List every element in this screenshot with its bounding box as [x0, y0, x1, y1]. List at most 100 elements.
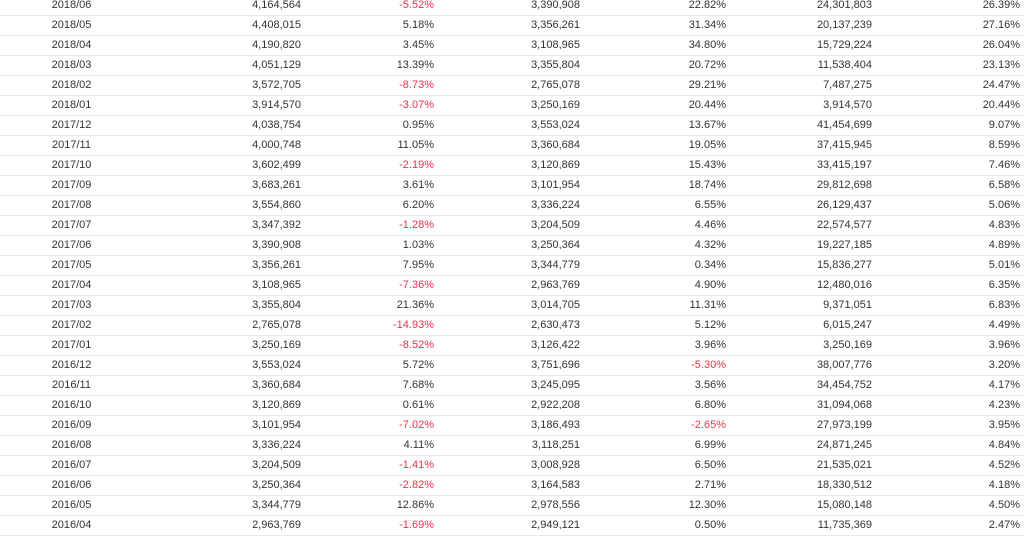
yoy-change-cell: 2.71% — [694, 479, 726, 491]
value-cell: 3,554,860 — [252, 199, 301, 211]
yoy-change-cell: 4.90% — [694, 279, 726, 291]
prev-value-cell: 3,120,869 — [531, 159, 580, 171]
table-row: 2018/04 4,190,820 3.45% 3,108,965 34.80% 15,7… — [0, 36, 1024, 56]
cumulative-change-cell: 4.84% — [988, 439, 1020, 451]
table-row: 2016/06 3,250,364 -2.82% 3,164,583 2.71% 18,3… — [0, 476, 1024, 496]
cumulative-cell: 6,015,247 — [823, 319, 872, 331]
table-row: 2016/09 3,101,954 -7.02% 3,186,493 -2.65% 27,… — [0, 416, 1024, 436]
yoy-change-cell: 15.43% — [688, 159, 726, 171]
value-cell: 3,360,684 — [252, 379, 301, 391]
cumulative-change-cell: 26.39% — [982, 0, 1020, 11]
yoy-change-cell: 3.96% — [694, 339, 726, 351]
yoy-change-cell: 20.72% — [688, 59, 726, 71]
cumulative-change-cell: 4.23% — [988, 399, 1020, 411]
yoy-change-cell: 6.80% — [694, 399, 726, 411]
prev-value-cell: 2,978,556 — [531, 499, 580, 511]
value-cell: 3,120,869 — [252, 399, 301, 411]
value-cell: 3,344,779 — [252, 499, 301, 511]
value-cell: 3,553,024 — [252, 359, 301, 371]
month-cell: 2016/04 — [51, 519, 92, 531]
month-cell: 2018/05 — [51, 19, 92, 31]
cumulative-change-cell: 23.13% — [982, 59, 1020, 71]
cumulative-change-cell: 4.50% — [988, 499, 1020, 511]
table-row: 2016/12 3,553,024 5.72% 3,751,696 -5.30% 38,0… — [0, 356, 1024, 376]
prev-value-cell: 3,336,224 — [531, 199, 580, 211]
prev-value-cell: 2,630,473 — [531, 319, 580, 331]
cumulative-cell: 18,330,512 — [816, 479, 872, 491]
value-change-cell: 0.61% — [402, 399, 434, 411]
yoy-change-cell: 31.34% — [688, 19, 726, 31]
value-change-cell: -2.82% — [399, 479, 434, 491]
value-cell: 3,602,499 — [252, 159, 301, 171]
value-change-cell: -14.93% — [393, 319, 434, 331]
cumulative-cell: 31,094,068 — [816, 399, 872, 411]
month-cell: 2017/09 — [51, 179, 92, 191]
value-change-cell: 1.03% — [402, 239, 434, 251]
value-cell: 3,355,804 — [252, 299, 301, 311]
cumulative-cell: 7,487,275 — [823, 79, 872, 91]
value-change-cell: 5.72% — [402, 359, 434, 371]
cumulative-change-cell: 4.18% — [988, 479, 1020, 491]
table-row: 2017/12 4,038,754 0.95% 3,553,024 13.67% 41,4… — [0, 116, 1024, 136]
yoy-change-cell: 6.55% — [694, 199, 726, 211]
yoy-change-cell: -2.65% — [691, 419, 726, 431]
cumulative-cell: 33,415,197 — [816, 159, 872, 171]
prev-value-cell: 3,014,705 — [531, 299, 580, 311]
table-row: 2016/08 3,336,224 4.11% 3,118,251 6.99% 24,87… — [0, 436, 1024, 456]
value-cell: 3,101,954 — [252, 419, 301, 431]
cumulative-cell: 19,227,185 — [816, 239, 872, 251]
month-cell: 2017/01 — [51, 339, 92, 351]
value-change-cell: -8.73% — [399, 79, 434, 91]
table-row: 2016/11 3,360,684 7.68% 3,245,095 3.56% 34,45… — [0, 376, 1024, 396]
month-cell: 2018/01 — [51, 99, 92, 111]
cumulative-cell: 12,480,016 — [816, 279, 872, 291]
value-change-cell: -7.02% — [399, 419, 434, 431]
value-change-cell: 6.20% — [402, 199, 434, 211]
value-cell: 3,108,965 — [252, 279, 301, 291]
value-change-cell: -3.07% — [399, 99, 434, 111]
month-cell: 2016/10 — [51, 399, 92, 411]
yoy-change-cell: 4.32% — [694, 239, 726, 251]
month-cell: 2018/02 — [51, 79, 92, 91]
cumulative-cell: 20,137,239 — [816, 19, 872, 31]
cumulative-cell: 26,129,437 — [816, 199, 872, 211]
prev-value-cell: 3,250,364 — [531, 239, 580, 251]
table-row: 2017/01 3,250,169 -8.52% 3,126,422 3.96% 3,25… — [0, 336, 1024, 356]
cumulative-cell: 11,735,369 — [817, 519, 872, 531]
yoy-change-cell: 12.30% — [688, 499, 726, 511]
yoy-change-cell: 22.82% — [688, 0, 726, 11]
value-cell: 3,204,509 — [252, 459, 301, 471]
cumulative-change-cell: 3.96% — [988, 339, 1020, 351]
cumulative-cell: 15,729,224 — [816, 39, 872, 51]
prev-value-cell: 3,344,779 — [531, 259, 580, 271]
value-change-cell: 3.45% — [402, 39, 434, 51]
value-cell: 4,190,820 — [252, 39, 301, 51]
value-change-cell: -2.19% — [399, 159, 434, 171]
value-cell: 3,250,364 — [252, 479, 301, 491]
yoy-change-cell: 6.50% — [694, 459, 726, 471]
cumulative-cell: 24,871,245 — [816, 439, 872, 451]
yoy-change-cell: 18.74% — [688, 179, 726, 191]
cumulative-cell: 3,914,570 — [823, 99, 872, 111]
table-row: 2017/09 3,683,261 3.61% 3,101,954 18.74% 29,8… — [0, 176, 1024, 196]
yoy-change-cell: 6.99% — [694, 439, 726, 451]
yoy-change-cell: 19.05% — [688, 139, 726, 151]
table-row: 2018/06 4,164,564 -5.52% 3,390,908 22.82% 24,… — [0, 0, 1024, 16]
cumulative-change-cell: 24.47% — [982, 79, 1020, 91]
cumulative-change-cell: 6.83% — [988, 299, 1020, 311]
cumulative-change-cell: 5.06% — [988, 199, 1020, 211]
cumulative-change-cell: 4.17% — [988, 379, 1020, 391]
value-change-cell: -1.28% — [399, 219, 434, 231]
month-cell: 2016/06 — [51, 479, 92, 491]
cumulative-cell: 22,574,577 — [816, 219, 872, 231]
value-change-cell: 7.68% — [402, 379, 434, 391]
cumulative-cell: 37,415,945 — [816, 139, 872, 151]
value-cell: 3,250,169 — [252, 339, 301, 351]
yoy-change-cell: 13.67% — [688, 119, 726, 131]
prev-value-cell: 3,360,684 — [531, 139, 580, 151]
value-cell: 4,038,754 — [252, 119, 301, 131]
cumulative-change-cell: 6.58% — [988, 179, 1020, 191]
prev-value-cell: 3,553,024 — [531, 119, 580, 131]
value-change-cell: 0.95% — [402, 119, 434, 131]
month-cell: 2016/08 — [51, 439, 92, 451]
